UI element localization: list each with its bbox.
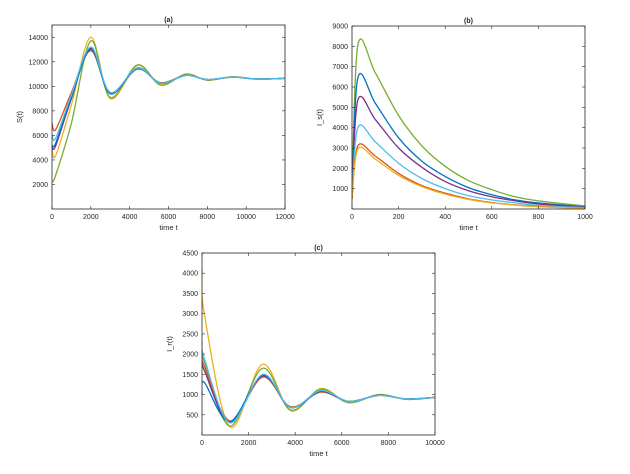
y-tick-label: 2000: [332, 166, 348, 173]
x-tick-label: 6000: [334, 440, 350, 447]
x-tick-label: 12000: [275, 214, 295, 221]
y-tick-label: 3000: [182, 311, 198, 318]
x-tick-label: 8000: [381, 440, 397, 447]
y-tick-label: 2000: [182, 352, 198, 359]
series-line-green: [352, 38, 585, 207]
axes-box: [201, 252, 436, 436]
y-axis-label: S(t): [15, 110, 24, 123]
y-tick-label: 6000: [332, 85, 348, 92]
chart-title: (b): [464, 18, 473, 25]
y-tick-label: 4500: [182, 251, 198, 258]
x-tick-label: 2000: [241, 440, 257, 447]
y-tick-label: 5000: [332, 105, 348, 112]
x-tick-label: 4000: [287, 440, 303, 447]
y-tick-label: 4000: [32, 157, 48, 164]
x-tick-label: 6000: [161, 214, 177, 221]
x-tick-label: 4000: [122, 214, 138, 221]
x-tick-label: 8000: [200, 214, 216, 221]
y-tick-label: 1500: [182, 372, 198, 379]
y-tick-label: 9000: [332, 24, 348, 31]
y-tick-label: 4000: [182, 271, 198, 278]
x-tick-label: 2000: [83, 214, 99, 221]
x-axis-label: time t: [459, 223, 478, 232]
y-axis-label: I_s(t): [315, 108, 324, 126]
x-tick-label: 0: [50, 214, 54, 221]
y-tick-label: 500: [186, 412, 198, 419]
y-tick-label: 3000: [332, 146, 348, 153]
x-tick-label: 0: [200, 440, 204, 447]
series-line-orange: [52, 50, 285, 132]
x-tick-label: 0: [350, 214, 354, 221]
series-line-light-blue: [352, 124, 585, 209]
x-tick-label: 400: [439, 214, 451, 221]
x-tick-label: 800: [533, 214, 545, 221]
series-group: [352, 38, 585, 209]
series-line-blue: [52, 48, 285, 148]
y-tick-label: 3500: [182, 291, 198, 298]
axes-box: [351, 25, 586, 210]
y-tick-label: 12000: [29, 59, 49, 66]
y-tick-label: 1000: [182, 392, 198, 399]
x-tick-label: 200: [393, 214, 405, 221]
y-tick-label: 2500: [182, 331, 198, 338]
series-line-yellow: [202, 269, 435, 428]
series-line-purple: [352, 95, 585, 209]
x-axis-label: time t: [309, 449, 328, 458]
y-tick-label: 4000: [332, 125, 348, 132]
series-line-green: [52, 40, 285, 183]
y-tick-label: 6000: [32, 133, 48, 140]
x-tick-label: 10000: [236, 214, 256, 221]
y-axis-label: I_r(t): [165, 336, 174, 352]
x-tick-label: 10000: [425, 440, 445, 447]
y-tick-label: 1000: [332, 186, 348, 193]
subplot-c: 0 2000 4000 6000 8000 10000 500 1000 1500 2000 250…: [165, 245, 445, 458]
series-line-purple: [52, 47, 285, 151]
chart-title: (c): [314, 245, 323, 252]
series-line-yellow: [352, 146, 585, 209]
y-tick-label: 8000: [32, 108, 48, 115]
chart-title: (a): [164, 17, 173, 24]
x-tick-label: 1000: [577, 214, 593, 221]
subplot-b: 0 200 400 600 800 1000 1000 2000 3000 4000 5000 600…: [315, 18, 593, 232]
y-tick-label: 7000: [332, 64, 348, 71]
y-tick-label: 8000: [332, 44, 348, 51]
y-tick-label: 10000: [29, 84, 49, 91]
x-tick-label: 600: [486, 214, 498, 221]
series-line-blue: [352, 73, 585, 208]
y-tick-label: 14000: [29, 35, 49, 42]
series-line-light-blue: [52, 46, 285, 142]
series-line-light-blue: [202, 341, 435, 424]
x-axis-label: time t: [159, 223, 178, 232]
subplot-a: 0 2000 4000 6000 8000 10000 12000 2000 4000 6000 8…: [15, 17, 295, 232]
series-group: [202, 269, 435, 428]
y-tick-label: 2000: [32, 182, 48, 189]
series-group: [52, 36, 285, 183]
